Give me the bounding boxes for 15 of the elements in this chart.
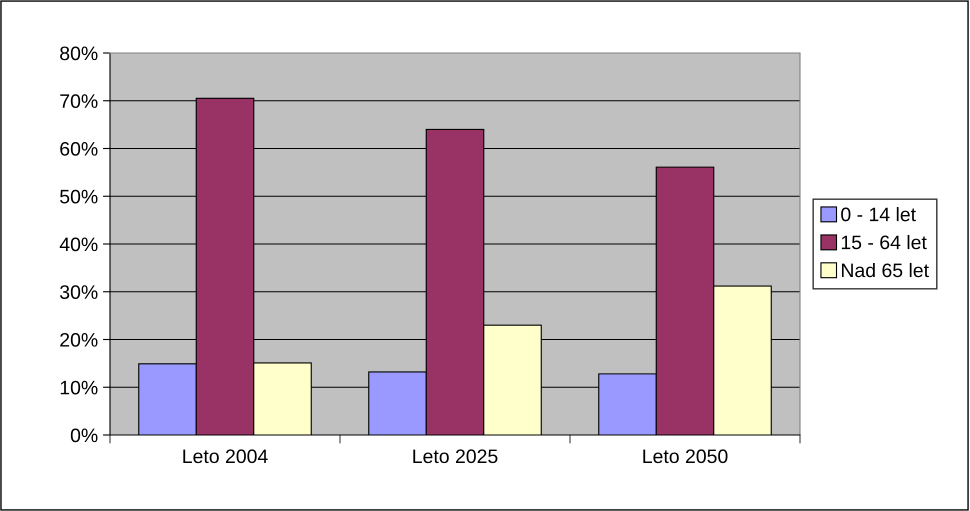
y-tick-label: 0%: [70, 428, 98, 442]
y-tick-label: 80%: [60, 46, 98, 60]
x-tick-label: Leto 2025: [413, 449, 498, 464]
legend-label: Nad 65 let: [842, 262, 929, 278]
legend-label: 0 - 14 let: [841, 207, 916, 222]
y-tick-label: 10%: [60, 380, 98, 394]
y-tick-label: 50%: [60, 190, 98, 204]
x-tick-label: Leto 2004: [183, 449, 268, 464]
legend-label: 15 - 64 let: [842, 234, 927, 250]
y-tick-label: 40%: [60, 237, 98, 252]
y-tick-label: 20%: [60, 332, 98, 347]
y-tick-label: 60%: [60, 142, 98, 156]
x-tick-label: Leto 2050: [643, 449, 728, 464]
y-tick-label: 30%: [60, 285, 98, 299]
y-tick-label: 70%: [60, 94, 98, 108]
